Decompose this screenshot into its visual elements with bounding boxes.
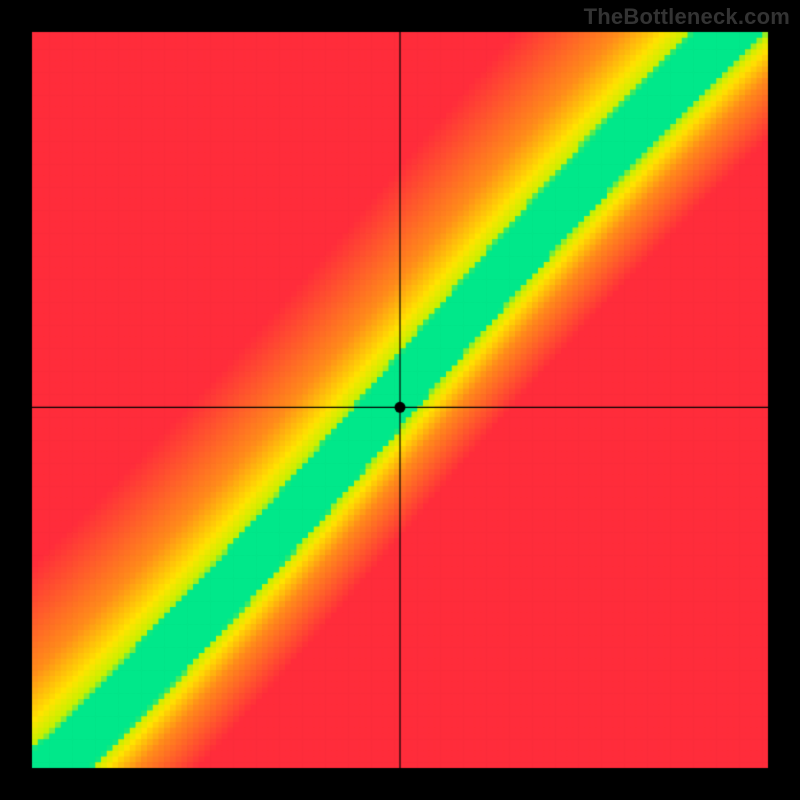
chart-container: TheBottleneck.com bbox=[0, 0, 800, 800]
watermark-text: TheBottleneck.com bbox=[584, 4, 790, 30]
heatmap-canvas bbox=[0, 0, 800, 800]
